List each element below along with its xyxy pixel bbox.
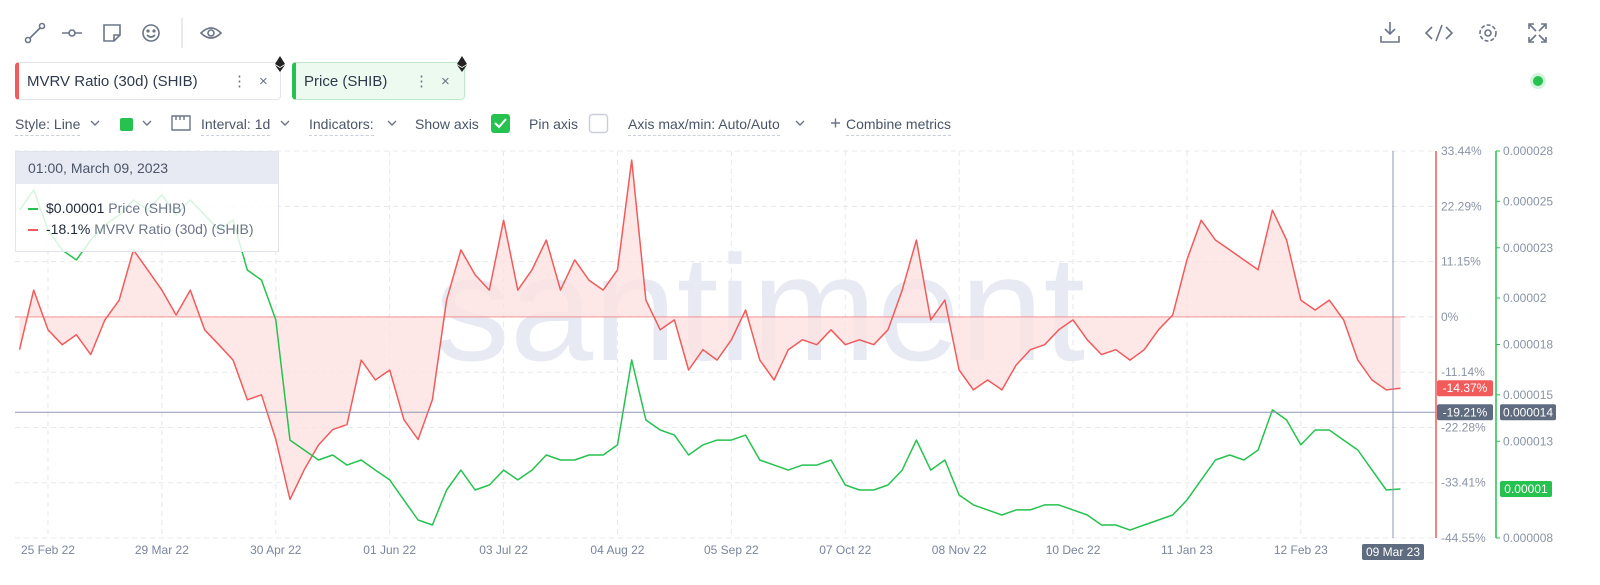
watermark: santiment	[435, 224, 1085, 392]
current-value-badge: 0.00001	[1504, 482, 1548, 496]
interval-control[interactable]: Interval: 1d	[201, 116, 271, 136]
x-tick-label: 01 Jun 22	[363, 543, 416, 557]
pin-axis-label: Pin axis	[529, 116, 579, 132]
x-tick-label: 30 Apr 22	[250, 543, 302, 557]
tooltip-row: $0.00001 Price (SHIB)	[28, 200, 186, 216]
crosshair-y-badge-bg	[1437, 404, 1493, 421]
token-icon	[275, 56, 285, 72]
y2-tick-label: 0.000023	[1503, 241, 1553, 255]
y2-tick-label: 0.000015	[1503, 388, 1553, 402]
x-tick-label: 12 Feb 23	[1274, 543, 1328, 557]
show-axis-checkbox[interactable]	[491, 114, 510, 133]
settings-button[interactable]	[1479, 24, 1497, 42]
current-value-badge: -14.37%	[1443, 381, 1488, 395]
metric-close[interactable]: ×	[441, 73, 450, 90]
y2-tick-label: 0.000018	[1503, 338, 1553, 352]
plus-icon	[831, 118, 840, 128]
tooltip-value: -18.1%	[46, 221, 91, 237]
crosshair-x-badge: 09 Mar 23	[1366, 545, 1420, 559]
crosshair-y2-badge-bg	[1500, 404, 1556, 421]
chevron	[142, 120, 152, 126]
chevron	[387, 120, 397, 126]
controls-icons	[90, 113, 840, 134]
metric-tab-label: Price (SHIB)	[304, 73, 388, 90]
current-value-badge-bg	[1437, 380, 1493, 397]
x-tick-label: 04 Aug 22	[590, 543, 644, 557]
visibility-toggle[interactable]	[199, 27, 223, 39]
y-tick-label: 11.15%	[1441, 255, 1481, 269]
pin-axis-checkbox[interactable]	[588, 113, 609, 134]
download-button[interactable]	[1380, 22, 1400, 43]
tooltip-series: MVRV Ratio (30d) (SHIB)	[94, 221, 254, 237]
y-tick-label: -11.14%	[1441, 365, 1485, 379]
x-tick-label: 25 Feb 22	[21, 543, 75, 557]
hline-tool[interactable]	[62, 29, 82, 37]
metric-menu[interactable]: ⋮	[232, 73, 247, 90]
status-indicator	[1530, 73, 1546, 89]
y-tick-label: -44.55%	[1441, 531, 1486, 545]
style-control[interactable]: Style: Line	[15, 116, 81, 136]
fullscreen-button[interactable]	[1528, 23, 1547, 43]
y-tick-label: 0%	[1441, 310, 1459, 324]
tooltip: 01:00, March 09, 2023 $0.00001 Price (SH…	[15, 151, 279, 252]
metric-menu[interactable]: ⋮	[414, 73, 429, 90]
current-value-badge-bg	[1500, 481, 1552, 498]
note-tool[interactable]	[103, 24, 121, 42]
y2-tick-label: 0.000008	[1503, 531, 1553, 545]
metric-tab-label: MVRV Ratio (30d) (SHIB)	[27, 73, 198, 90]
x-tick-label: 03 Jul 22	[479, 543, 528, 557]
tooltip-row: -18.1% MVRV Ratio (30d) (SHIB)	[28, 221, 253, 237]
chevron	[280, 120, 290, 126]
metric-tab[interactable]: Price (SHIB) ⋮ ×	[292, 62, 465, 100]
y-tick-label: -33.41%	[1441, 476, 1486, 490]
combine-metrics[interactable]: Combine metrics	[846, 116, 952, 136]
show-axis-label: Show axis	[415, 116, 479, 132]
y2-tick-label: 0.000013	[1503, 434, 1553, 448]
x-tick-label: 29 Mar 22	[135, 543, 189, 557]
x-tick-label: 07 Oct 22	[819, 543, 871, 557]
token-icon	[457, 56, 467, 72]
tooltip-value: $0.00001	[46, 200, 105, 216]
emoji-tool[interactable]	[142, 24, 160, 42]
embed-button[interactable]	[1424, 24, 1454, 42]
x-tick-label: 08 Nov 22	[932, 543, 987, 557]
x-tick-label: 10 Dec 22	[1046, 543, 1101, 557]
y-tick-label: -22.28%	[1441, 420, 1486, 434]
y2-tick-label: 0.000028	[1503, 144, 1553, 158]
x-tick-label: 11 Jan 23	[1161, 543, 1213, 557]
chevron	[90, 120, 100, 126]
crosshair-y-badge: -19.21%	[1443, 405, 1488, 419]
chevron	[795, 120, 805, 126]
color-picker[interactable]	[120, 118, 133, 131]
y-tick-label: 22.29%	[1441, 199, 1482, 213]
interval-icon	[171, 115, 191, 131]
x-tick-label: 05 Sep 22	[704, 543, 759, 557]
crosshair-y2-badge: 0.000014	[1503, 405, 1553, 419]
indicators-control[interactable]: Indicators:	[309, 116, 374, 136]
tooltip-series: Price (SHIB)	[108, 200, 187, 216]
metric-tab[interactable]: MVRV Ratio (30d) (SHIB) ⋮ ×	[15, 62, 281, 100]
check-mark	[494, 118, 507, 129]
y2-tick-label: 0.00002	[1503, 291, 1547, 305]
y2-tick-label: 0.000025	[1503, 194, 1553, 208]
axis-minmax-control[interactable]: Axis max/min: Auto/Auto	[628, 116, 780, 136]
line-tool[interactable]	[24, 22, 46, 44]
y-tick-label: 33.44%	[1441, 144, 1482, 158]
toolbar	[24, 18, 1547, 48]
metric-close[interactable]: ×	[259, 73, 268, 90]
crosshair-x-badge-bg	[1362, 544, 1424, 560]
tooltip-time: 01:00, March 09, 2023	[16, 152, 278, 184]
